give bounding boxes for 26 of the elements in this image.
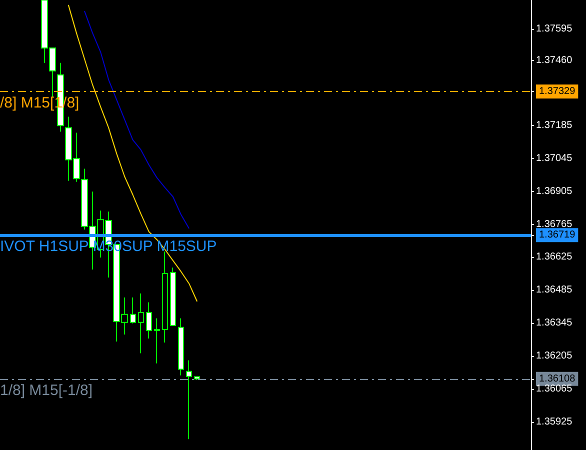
line-series xyxy=(84,10,190,230)
y-tick-label: 1.36719 xyxy=(539,230,576,241)
candlestick xyxy=(186,360,192,440)
ref-line-label: 1/8] M15[-1/8] xyxy=(0,382,93,399)
candlestick xyxy=(178,318,184,376)
candlestick xyxy=(162,251,168,343)
y-tick-label: 1.36625 xyxy=(536,252,573,263)
candlestick xyxy=(138,292,144,354)
candlestick xyxy=(170,267,176,326)
y-tick-label: 1.37460 xyxy=(536,55,573,66)
y-tick-label: 1.37185 xyxy=(536,120,573,131)
y-tick-label: 1.36345 xyxy=(536,318,573,329)
y-tick-label: 1.36065 xyxy=(536,384,573,395)
y-tick-label: 1.37329 xyxy=(539,86,576,98)
y-tick-label: 1.36205 xyxy=(536,350,573,362)
candlestick xyxy=(194,376,200,380)
candlestick xyxy=(154,318,160,364)
y-tick-label: 1.36765 xyxy=(536,218,573,230)
y-tick-label: 1.36905 xyxy=(536,186,573,197)
candlestick xyxy=(130,296,136,324)
y-tick-label: 1.37045 xyxy=(536,152,573,164)
y-tick-label: 1.36108 xyxy=(539,373,576,384)
y-tick-label: 1.36485 xyxy=(536,284,573,296)
y-tick-label: 1.37595 xyxy=(536,23,573,34)
y-tick-label: 1.35925 xyxy=(536,416,573,428)
candlestick xyxy=(146,302,152,339)
